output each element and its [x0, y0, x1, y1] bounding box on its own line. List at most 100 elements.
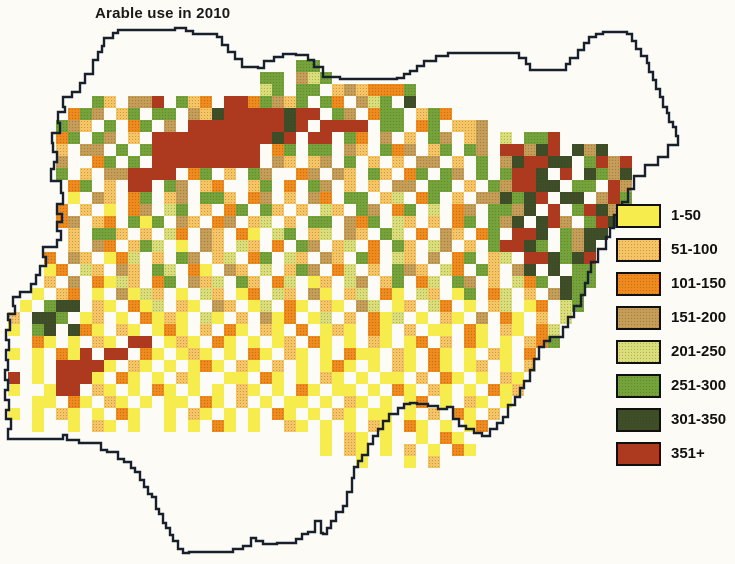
grid-cell — [500, 288, 512, 300]
grid-cell — [536, 156, 548, 168]
grid-cell — [596, 144, 608, 156]
grid-cell — [68, 324, 80, 336]
grid-cell — [620, 156, 632, 168]
grid-cell — [308, 228, 320, 240]
grid-cell — [584, 264, 596, 276]
grid-cell — [260, 132, 272, 144]
grid-cell — [404, 348, 416, 360]
grid-cell — [332, 240, 344, 252]
grid-cell — [608, 156, 620, 168]
grid-cell — [320, 324, 332, 336]
grid-cell — [536, 228, 548, 240]
grid-cell — [152, 372, 164, 384]
grid-cell — [188, 120, 200, 132]
grid-cell — [128, 336, 140, 348]
grid-cell — [500, 324, 512, 336]
grid-cell — [44, 324, 56, 336]
grid-cell — [548, 216, 560, 228]
grid-cell — [248, 276, 260, 288]
grid-cell — [104, 396, 116, 408]
grid-cell — [380, 372, 392, 384]
grid-cell — [320, 228, 332, 240]
grid-cell — [176, 132, 188, 144]
grid-cell — [308, 132, 320, 144]
grid-cell — [116, 264, 128, 276]
grid-cell — [512, 192, 524, 204]
grid-cell — [140, 300, 152, 312]
grid-cell — [428, 108, 440, 120]
grid-cell — [248, 180, 260, 192]
grid-cell — [452, 204, 464, 216]
grid-cell — [176, 372, 188, 384]
grid-cell — [344, 108, 356, 120]
grid-cell — [164, 312, 176, 324]
grid-cell — [236, 108, 248, 120]
grid-cell — [188, 336, 200, 348]
grid-cell — [32, 324, 44, 336]
grid-cell — [92, 420, 104, 432]
grid-cell — [272, 360, 284, 372]
grid-cell — [368, 168, 380, 180]
grid-cell — [44, 264, 56, 276]
grid-cell — [380, 312, 392, 324]
grid-cell — [500, 312, 512, 324]
grid-cell — [416, 264, 428, 276]
grid-cell — [224, 120, 236, 132]
grid-cell — [608, 180, 620, 192]
grid-cell — [380, 192, 392, 204]
grid-cell — [140, 360, 152, 372]
grid-cell — [512, 216, 524, 228]
grid-cell — [428, 444, 440, 456]
grid-cell — [404, 144, 416, 156]
grid-cell — [164, 360, 176, 372]
grid-cell — [284, 144, 296, 156]
grid-cell — [524, 288, 536, 300]
grid-cell — [404, 324, 416, 336]
grid-cell — [308, 192, 320, 204]
grid-cell — [80, 360, 92, 372]
grid-cell — [440, 324, 452, 336]
grid-cell — [464, 444, 476, 456]
grid-cell — [344, 396, 356, 408]
grid-cell — [212, 420, 224, 432]
grid-cell — [356, 444, 368, 456]
legend-swatch — [616, 271, 661, 296]
grid-cell — [236, 396, 248, 408]
grid-cell — [380, 168, 392, 180]
grid-cell — [152, 384, 164, 396]
grid-cell — [488, 216, 500, 228]
grid-cell — [200, 156, 212, 168]
grid-cell — [104, 420, 116, 432]
grid-cell — [128, 132, 140, 144]
grid-cell — [368, 324, 380, 336]
legend-label: 1-50 — [671, 207, 702, 224]
grid-cell — [500, 252, 512, 264]
grid-cell — [308, 336, 320, 348]
grid-cell — [536, 132, 548, 144]
grid-cell — [536, 180, 548, 192]
grid-cell — [404, 420, 416, 432]
grid-cell — [104, 96, 116, 108]
grid-cell — [596, 192, 608, 204]
grid-cell — [320, 444, 332, 456]
grid-cell — [356, 84, 368, 96]
grid-cell — [56, 168, 68, 180]
grid-cell — [524, 132, 536, 144]
grid-cell — [416, 312, 428, 324]
grid-cell — [248, 216, 260, 228]
grid-cell — [212, 108, 224, 120]
grid-cell — [140, 180, 152, 192]
grid-cell — [548, 144, 560, 156]
grid-cell — [320, 276, 332, 288]
grid-cell — [56, 360, 68, 372]
grid-cell — [272, 132, 284, 144]
grid-cell — [224, 108, 236, 120]
grid-cell — [440, 132, 452, 144]
grid-cell — [524, 156, 536, 168]
grid-cell — [392, 384, 404, 396]
grid-cell — [560, 228, 572, 240]
grid-cell — [308, 108, 320, 120]
grid-cell — [572, 192, 584, 204]
grid-cell — [104, 348, 116, 360]
grid-cell — [176, 300, 188, 312]
